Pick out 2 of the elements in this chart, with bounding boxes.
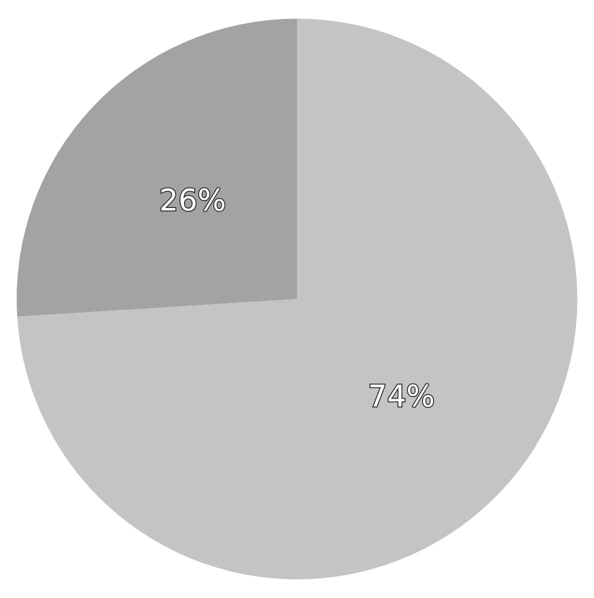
data-label: 74% (368, 380, 435, 415)
data-label: 26% (159, 183, 226, 218)
